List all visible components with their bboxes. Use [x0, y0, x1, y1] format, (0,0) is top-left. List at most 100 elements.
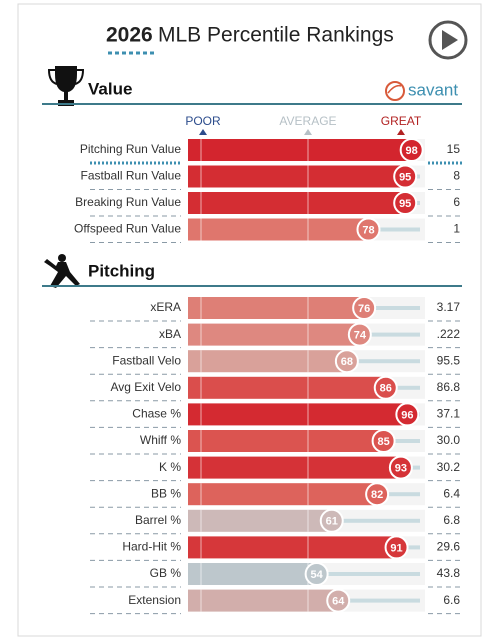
metric-label: GB %: [150, 566, 182, 580]
percentile-bar: [188, 297, 365, 319]
metric-label: Chase %: [132, 407, 181, 421]
logo-text: savant: [408, 80, 458, 99]
percentile-dot: [373, 375, 398, 400]
percentile-value: 78: [362, 224, 374, 236]
percentile-bar: [188, 165, 406, 188]
track-tail: [368, 227, 420, 232]
metric-label: Fastball Run Value: [81, 169, 182, 183]
scale-marker: [304, 129, 312, 135]
track-tail: [338, 598, 420, 603]
stat-value: 95.5: [437, 353, 461, 367]
percentile-value: 98: [406, 145, 418, 157]
track-tail: [346, 359, 420, 364]
track-tail: [377, 492, 420, 497]
metric-label: Whiff %: [140, 433, 181, 447]
stat-value: 15: [447, 142, 461, 156]
title-year: 2026: [106, 24, 153, 47]
stat-value: 30.2: [437, 460, 461, 474]
percentile-bar: [188, 403, 408, 426]
track-tail: [364, 306, 420, 310]
metric-label: Avg Exit Velo: [111, 380, 182, 394]
percentile-value: 76: [358, 303, 370, 315]
percentile-bar: [188, 218, 369, 241]
scale-marker: [397, 129, 405, 135]
stat-value: 1: [453, 222, 460, 236]
percentile-value: 96: [401, 409, 413, 421]
percentile-value: 54: [311, 569, 324, 581]
stat-value: 37.1: [437, 407, 461, 421]
scale-great: GREAT: [381, 114, 422, 128]
percentile-bar: [188, 323, 360, 346]
track-tail: [359, 332, 420, 337]
savant-logo: [385, 81, 405, 101]
percentile-dot: [399, 138, 424, 162]
percentile-bar: [188, 139, 412, 161]
percentile-bar: [188, 563, 317, 585]
percentile-bar: [188, 350, 347, 373]
stat-value: 6.6: [443, 593, 460, 607]
percentile-dot: [326, 588, 351, 613]
percentile-dot: [388, 455, 413, 480]
stat-value: .222: [437, 327, 461, 341]
track-tail: [383, 439, 420, 443]
percentile-value: 93: [395, 463, 407, 475]
section-title: Value: [88, 79, 132, 98]
metric-label: Barrel %: [135, 513, 181, 527]
percentile-dot: [319, 508, 344, 533]
play-button[interactable]: [428, 20, 468, 60]
stat-value: 86.8: [437, 380, 461, 394]
track-tail: [316, 572, 420, 576]
metric-label: Fastball Velo: [112, 353, 181, 367]
percentile-value: 64: [332, 596, 345, 608]
percentile-bar: [188, 430, 384, 452]
percentile-bar: [188, 456, 401, 479]
scale-poor: POOR: [185, 114, 221, 128]
percentile-dot: [347, 322, 372, 347]
percentile-dot: [334, 349, 359, 374]
title: MLB Percentile Rankings: [158, 24, 394, 47]
metric-label: BB %: [151, 486, 181, 500]
metric-label: Hard-Hit %: [122, 540, 181, 554]
percentile-bar: [188, 192, 406, 214]
stat-value: 43.8: [437, 566, 461, 580]
percentile-dot: [352, 296, 377, 320]
metric-label: Pitching Run Value: [80, 142, 182, 156]
stat-value: 6: [453, 195, 460, 209]
metric-label: Offspeed Run Value: [74, 222, 181, 236]
stat-value: 6.4: [443, 486, 460, 500]
percentile-value: 86: [380, 383, 392, 395]
percentile-value: 61: [326, 516, 338, 528]
percentile-dot: [393, 191, 418, 215]
section-title: Pitching: [88, 261, 155, 280]
stat-value: 30.0: [437, 433, 461, 447]
percentile-dot: [371, 429, 396, 453]
percentile-bar: [188, 509, 332, 532]
scale-marker: [199, 129, 207, 135]
trophy-icon: [47, 66, 85, 106]
percentile-bar: [188, 376, 386, 399]
percentile-dot: [356, 217, 381, 242]
scale-average: AVERAGE: [279, 114, 336, 128]
percentile-dot: [395, 402, 420, 427]
stat-value: 29.6: [437, 540, 461, 554]
percentile-value: 82: [371, 489, 383, 501]
metric-label: xBA: [159, 327, 181, 341]
metric-label: K %: [159, 460, 181, 474]
percentile-bar: [188, 589, 339, 612]
percentile-value: 85: [377, 436, 389, 448]
stat-value: 3.17: [437, 300, 461, 314]
percentile-bar: [188, 536, 397, 559]
percentile-dot: [365, 482, 390, 507]
metric-label: xERA: [150, 300, 181, 314]
percentile-dot: [304, 562, 329, 586]
stat-value: 8: [453, 169, 460, 183]
pitcher-icon: [44, 254, 80, 288]
percentile-value: 95: [399, 198, 411, 210]
track-tail: [385, 385, 420, 390]
percentile-bar: [188, 483, 378, 506]
metric-label: Breaking Run Value: [75, 195, 181, 209]
track-tail: [331, 518, 420, 523]
metric-label: Extension: [128, 593, 181, 607]
